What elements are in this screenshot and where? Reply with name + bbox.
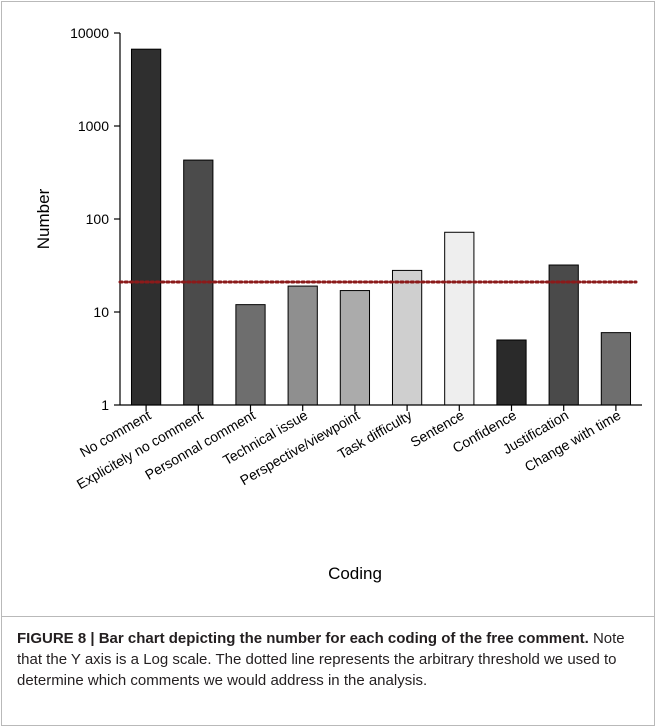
bar (444, 231, 475, 406)
y-axis-label: Number (34, 188, 53, 249)
chart-panel (1, 1, 655, 617)
y-tick-label: 1 (101, 397, 109, 413)
bar (548, 264, 579, 406)
bar (235, 304, 266, 406)
bar (287, 285, 318, 406)
bar (600, 332, 632, 406)
bar (130, 48, 162, 406)
y-tick-label: 100 (86, 211, 110, 227)
figure-caption: FIGURE 8 | Bar chart depicting the numbe… (17, 628, 643, 691)
y-tick-label: 10000 (70, 25, 109, 41)
caption-body: Note that the Y axis is a Log scale. The… (17, 630, 625, 689)
caption-lead: FIGURE 8 | Bar chart depicting the numbe… (17, 630, 589, 647)
bars-group (130, 48, 632, 406)
y-tick-label: 1000 (78, 118, 109, 134)
x-axis-label: Coding (328, 564, 382, 583)
x-tick-label: Change with time (522, 407, 624, 475)
y-tick-label: 10 (93, 304, 109, 320)
bar (496, 339, 527, 406)
bar (391, 269, 423, 406)
y-axis: 1 10 100 1000 10000 (70, 25, 121, 413)
bar (339, 290, 371, 406)
